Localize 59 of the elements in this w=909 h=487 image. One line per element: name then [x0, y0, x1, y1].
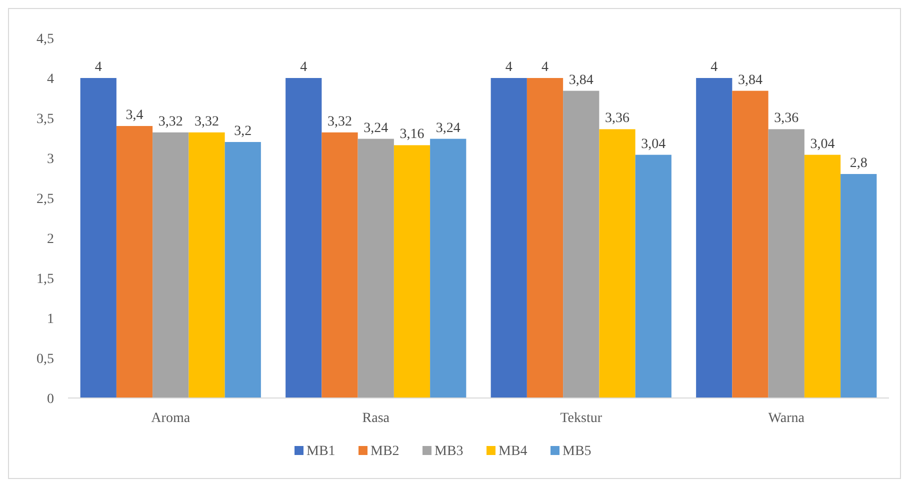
data-label: 3,84 — [568, 72, 594, 88]
legend-label: MB1 — [306, 444, 336, 459]
y-tick-label: 2,5 — [36, 192, 54, 207]
bar — [840, 174, 877, 398]
x-tick-label: Tekstur — [560, 411, 602, 426]
bar — [599, 129, 636, 398]
x-tick-label: Warna — [768, 411, 806, 426]
y-tick-label: 0 — [47, 392, 54, 407]
data-label: 3,32 — [194, 114, 219, 130]
bar — [224, 142, 261, 398]
bar — [768, 129, 804, 398]
data-label: 4 — [505, 60, 512, 75]
data-label: 4 — [542, 60, 548, 75]
data-label: 4 — [300, 60, 308, 75]
y-tick-label: 4 — [47, 72, 54, 87]
data-label: 3,84 — [738, 72, 762, 88]
bar — [635, 154, 672, 398]
data-label: 3,2 — [234, 124, 252, 139]
legend-label: MB2 — [370, 444, 400, 459]
bar — [152, 132, 189, 398]
data-label: 3,24 — [364, 120, 388, 136]
y-tick-label: 2 — [47, 232, 54, 247]
bar — [732, 90, 768, 398]
data-label: 3,36 — [605, 111, 630, 126]
y-tick-label: 0,5 — [36, 352, 54, 367]
bar — [394, 145, 430, 398]
bar — [358, 138, 394, 398]
data-label: 3,32 — [328, 114, 352, 130]
y-tick-label: 1 — [47, 312, 54, 327]
bar — [526, 78, 564, 398]
bar — [286, 78, 322, 398]
bar — [563, 90, 600, 398]
bar — [804, 154, 841, 398]
y-tick-label: 3 — [47, 152, 54, 167]
y-tick-label: 4,5 — [36, 32, 54, 47]
data-label: 3,36 — [774, 111, 799, 126]
y-tick-label: 1,5 — [36, 272, 54, 287]
data-label: 3,04 — [641, 136, 666, 152]
y-tick-label: 3,5 — [36, 112, 54, 127]
x-tick-label: Aroma — [151, 411, 191, 426]
data-label: 3,24 — [436, 120, 460, 136]
bar — [80, 78, 116, 398]
bar — [188, 132, 225, 398]
data-label: 3,04 — [810, 136, 835, 152]
legend-label: MB3 — [434, 444, 464, 459]
data-label: 3,16 — [400, 127, 424, 142]
data-label: 4 — [94, 60, 102, 75]
data-label: 3,4 — [126, 108, 144, 123]
bar — [322, 132, 358, 398]
bar — [116, 126, 153, 398]
legend-label: MB5 — [562, 444, 592, 459]
bar — [490, 78, 527, 398]
data-label: 2,8 — [850, 156, 868, 171]
bar — [696, 78, 732, 398]
x-tick-label: Rasa — [362, 411, 390, 426]
data-label: 3,32 — [158, 114, 183, 130]
data-label: 4 — [710, 60, 718, 75]
legend-label: MB4 — [498, 444, 528, 459]
bar — [430, 138, 466, 398]
